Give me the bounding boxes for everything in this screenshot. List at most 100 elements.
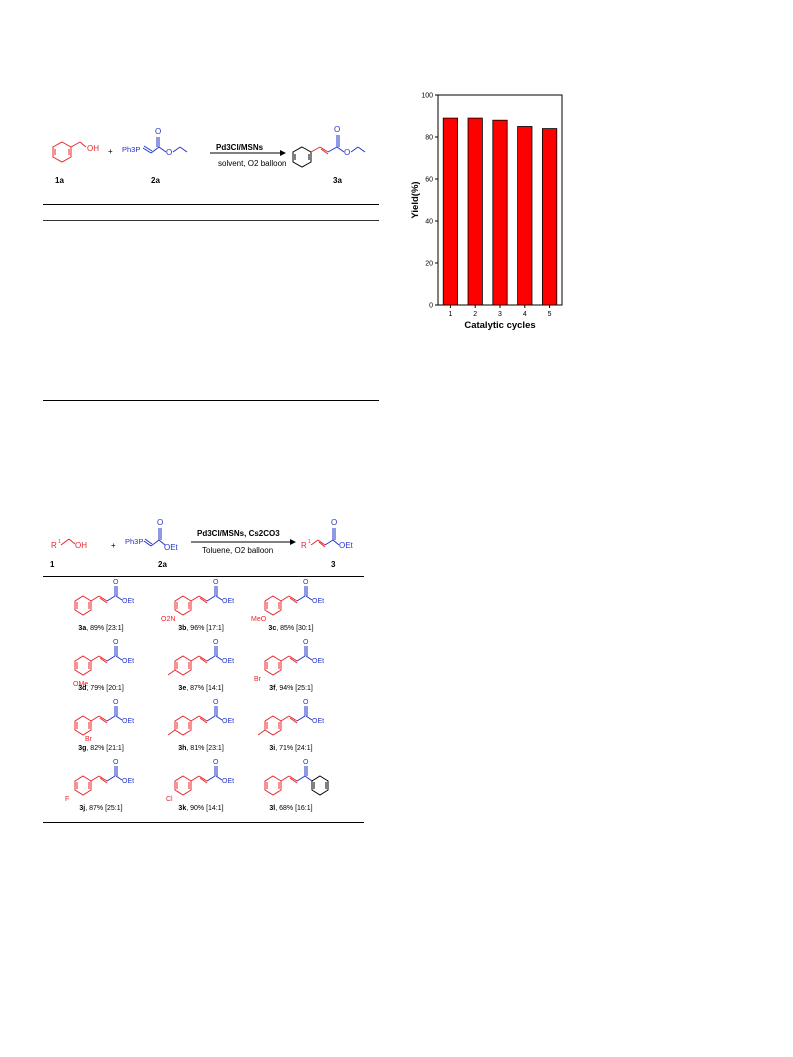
plus-sign-1: + — [108, 147, 113, 156]
oet-label: OEt — [222, 718, 234, 725]
substituent-label: OMe — [73, 681, 88, 688]
y-tick-label: 20 — [425, 261, 433, 268]
substituent-label: F — [65, 796, 69, 803]
product-caption: 3d, 79% [20:1] — [78, 685, 124, 692]
x-tick-label: 1 — [448, 311, 452, 318]
y-tick-label: 0 — [429, 303, 433, 310]
oet-label-3: OEt — [339, 541, 354, 550]
bar-cycle-5 — [542, 128, 558, 306]
carbonyl-o-label: O — [303, 639, 309, 646]
substituent-label: O2N — [161, 616, 175, 623]
ylide-structure — [142, 137, 188, 154]
oet-label: OEt — [122, 658, 134, 665]
oet-label: OEt — [222, 778, 234, 785]
substituent-label: Br — [85, 736, 93, 743]
r1-label-left: R — [51, 541, 57, 550]
yield-bar-chart: 0 20 40 60 80 100 1 2 3 4 5 Catalytic cycles Yield(%… — [410, 93, 563, 331]
carbonyl-o-label: O — [213, 759, 219, 766]
product-3f: O OEt Br 3f, 94% [25:1] — [254, 639, 324, 692]
oet-label: OEt — [312, 718, 324, 725]
o-label-3-top: O — [331, 518, 337, 527]
benzene-ring — [74, 655, 92, 676]
scope-bottom-rule — [43, 822, 364, 823]
bar-cycle-1 — [442, 117, 458, 306]
product-3e: O OEt 3e, 87% [14:1] — [167, 639, 234, 692]
oet-label: OEt — [222, 658, 234, 665]
oet-label: OEt — [122, 718, 134, 725]
scheme-2-conditions: Toluene, O2 balloon — [202, 546, 274, 555]
y-tick-label: 60 — [425, 177, 433, 184]
scheme-1-conditions: solvent, O2 balloon — [218, 159, 287, 168]
bar-cycle-2 — [467, 117, 483, 306]
product-3j: O OEt F 3j, 87% [25:1] — [65, 759, 134, 812]
product-3h: O OEt 3h, 81% [23:1] — [167, 699, 234, 752]
table-bottom-rule — [43, 400, 379, 401]
ph3p-label-2: Ph3P — [125, 537, 143, 546]
substituent-label: MeO — [251, 616, 267, 623]
product-caption: 3l, 68% [16:1] — [269, 805, 312, 812]
benzyl-alcohol-structure — [52, 141, 87, 163]
benzene-ring — [74, 775, 92, 796]
carbonyl-o-label: O — [113, 639, 119, 646]
oet-label: OEt — [312, 598, 324, 605]
r1-sup-right: 1 — [308, 539, 311, 545]
compound-label-1a: 1a — [55, 176, 64, 185]
carbonyl-o-label: O — [303, 699, 309, 706]
oet-label: OEt — [122, 598, 134, 605]
product-3g: O OEt Br 3g, 82% [21:1] — [74, 699, 134, 752]
oet-label: OEt — [122, 778, 134, 785]
compound-label-3a: 3a — [333, 176, 342, 185]
benzene-ring — [174, 715, 192, 736]
product-caption: 3i, 71% [24:1] — [269, 745, 312, 752]
benzene-ring — [264, 715, 282, 736]
oet-label-2a: OEt — [164, 543, 179, 552]
scheme-2-structures: R 1 OH + Ph3P O OEt R 1 — [51, 518, 354, 552]
compound-label-2a: 2a — [151, 176, 160, 185]
table-top-rule — [43, 204, 379, 205]
benzene-ring — [264, 655, 282, 676]
scheme-1-structures: OH + Ph3P O O — [52, 125, 366, 168]
methyl-bond — [167, 729, 176, 736]
o-label-2a-top: O — [155, 127, 161, 136]
product-caption: 3j, 87% [25:1] — [79, 805, 122, 812]
product-caption: 3g, 82% [21:1] — [78, 745, 124, 752]
oet-label: OEt — [222, 598, 234, 605]
o-label-2a-top-2: O — [157, 518, 163, 527]
scheme-2-catalyst: Pd3Cl/MSNs, Cs2CO3 — [197, 529, 280, 538]
benzene-ring — [74, 715, 92, 736]
benzene-ring — [264, 595, 282, 616]
y-axis-label: Yield(%) — [410, 181, 421, 218]
methyl-bond — [167, 669, 176, 676]
compound-label-1: 1 — [50, 560, 55, 569]
carbonyl-o-label: O — [113, 759, 119, 766]
ph3p-label-1: Ph3P — [122, 145, 140, 154]
product-caption: 3a, 89% [23:1] — [78, 625, 123, 632]
product-caption: 3h, 81% [23:1] — [178, 745, 224, 752]
ylide-structure-2 — [143, 528, 166, 547]
bar-cycle-3 — [492, 119, 508, 306]
x-tick-label: 5 — [548, 311, 552, 318]
product-caption: 3c, 85% [30:1] — [268, 625, 313, 632]
carbonyl-o-label: O — [213, 579, 219, 586]
y-tick-label: 100 — [421, 93, 433, 100]
o-label-3a-top: O — [334, 125, 340, 134]
r1-label-right: R — [301, 541, 307, 550]
product-3k: O OEt Cl 3k, 90% [14:1] — [166, 759, 234, 812]
scope-top-rule — [43, 576, 364, 577]
substituent-label: Cl — [166, 796, 173, 803]
scheme-1-catalyst: Pd3Cl/MSNs — [216, 143, 264, 152]
carbonyl-o-label: O — [303, 759, 309, 766]
o-label-2a-ester: O — [166, 148, 172, 157]
substituent-label: Br — [254, 676, 262, 683]
compound-label-2a-s2: 2a — [158, 560, 167, 569]
product-caption: 3f, 94% [25:1] — [269, 685, 313, 692]
x-tick-label: 4 — [523, 311, 527, 318]
benzene-ring — [74, 595, 92, 616]
product-caption: 3k, 90% [14:1] — [178, 805, 223, 812]
x-axis-label: Catalytic cycles — [464, 320, 535, 331]
carbonyl-o-label: O — [213, 639, 219, 646]
table-header-rule — [43, 220, 379, 221]
